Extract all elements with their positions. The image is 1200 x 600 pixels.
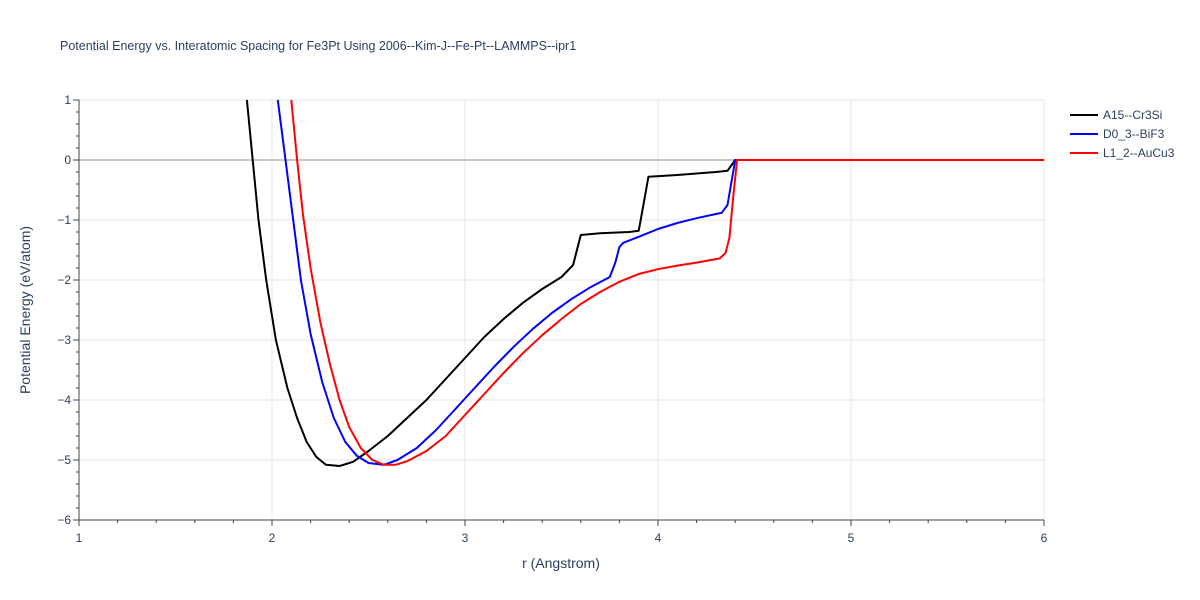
x-axis-title: r (Angstrom) [522, 555, 600, 571]
x-tick-label: 4 [655, 531, 662, 545]
x-tick-label: 1 [76, 531, 83, 545]
y-tick-label: −3 [57, 333, 71, 347]
x-tick-label: 2 [269, 531, 276, 545]
legend-label-2: L1_2--AuCu3 [1103, 146, 1175, 160]
y-ticks: −6 −5 −4 −3 −2 −1 0 1 [57, 93, 79, 527]
y-tick-label: −5 [57, 453, 71, 467]
y-tick-label: 0 [64, 153, 71, 167]
x-tick-label: 3 [462, 531, 469, 545]
x-tick-label: 6 [1041, 531, 1048, 545]
x-ticks: 1 2 3 4 5 6 [76, 520, 1048, 545]
series-line-2 [290, 99, 1044, 466]
y-tick-label: 1 [64, 93, 71, 107]
legend-label-1: D0_3--BiF3 [1103, 127, 1165, 141]
y-tick-label: −1 [57, 213, 71, 227]
y-axis-title: Potential Energy (eV/atom) [17, 226, 33, 394]
series-line-1 [276, 99, 1044, 466]
chart-title: Potential Energy vs. Interatomic Spacing… [60, 39, 576, 53]
y-tick-label: −2 [57, 273, 71, 287]
y-tick-label: −6 [57, 513, 71, 527]
legend-label-0: A15--Cr3Si [1103, 108, 1162, 122]
x-tick-label: 5 [848, 531, 855, 545]
series-line-0 [245, 99, 1044, 467]
series-group [245, 99, 1044, 467]
legend: A15--Cr3Si D0_3--BiF3 L1_2--AuCu3 [1070, 108, 1175, 160]
y-tick-label: −4 [57, 393, 71, 407]
axes [78, 100, 1044, 521]
